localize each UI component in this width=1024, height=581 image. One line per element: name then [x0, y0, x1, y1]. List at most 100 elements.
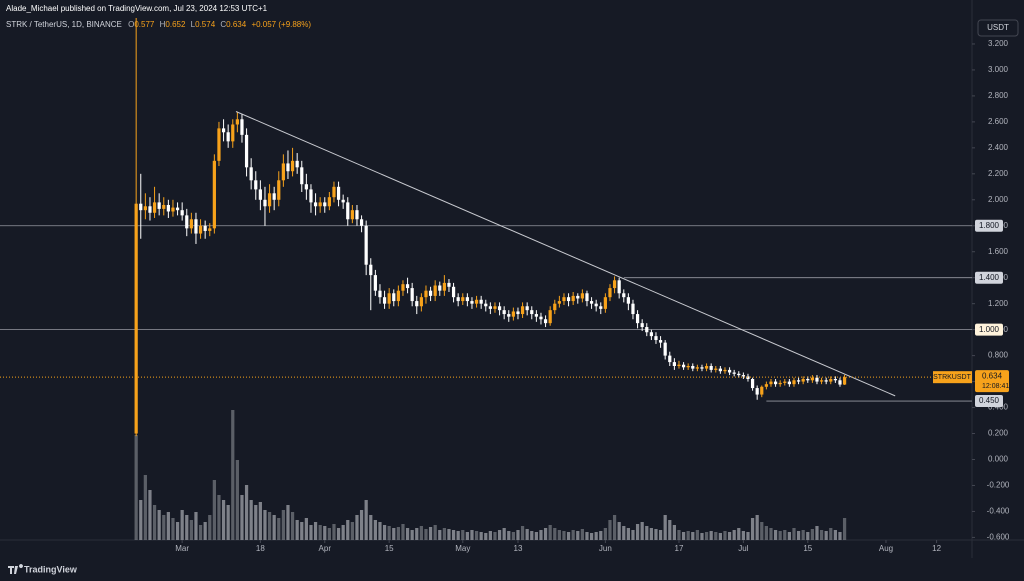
x-tick-label: 15 [385, 544, 394, 553]
volume-bar [543, 528, 548, 540]
y-tick-label: 2.200 [988, 169, 1009, 178]
volume-bar [433, 525, 437, 540]
volume-bar [631, 530, 635, 540]
candle-body [332, 186, 336, 198]
candle-body [695, 367, 699, 369]
candle-body [566, 297, 571, 302]
candle-body [750, 378, 755, 389]
symbol-tag [933, 371, 972, 384]
volume-bar [447, 529, 451, 540]
ohlc-value: 0.652 [165, 20, 186, 29]
volume-bar [594, 532, 598, 540]
candle-body [254, 180, 258, 190]
candle-body [796, 380, 801, 382]
volume-bar [677, 530, 681, 540]
candle-body [143, 206, 147, 211]
candle-body [350, 210, 354, 220]
candle-body [801, 378, 805, 382]
level-label: 1.000 [979, 325, 1000, 334]
volume-bar [428, 527, 433, 540]
volume-bar [612, 515, 617, 540]
candle-body [631, 303, 635, 315]
volume-bar [783, 530, 787, 540]
volume-bar [585, 532, 589, 540]
volume-bar [778, 531, 782, 540]
candle-body [815, 377, 819, 382]
volume-bar [750, 518, 755, 540]
candle-body [787, 381, 791, 385]
ohlc-value: 0.577 [134, 20, 155, 29]
volume-bar [401, 524, 405, 540]
candle-body [405, 284, 410, 289]
volume-bar [231, 410, 235, 540]
candle-body [134, 203, 138, 434]
candle-body [562, 297, 566, 302]
candle-body [594, 303, 598, 307]
volume-bar [419, 526, 423, 540]
candle-body [704, 366, 709, 369]
volume-bar [152, 505, 157, 540]
x-tick-label: 17 [675, 544, 684, 553]
y-tick-label: -0.600 [987, 533, 1010, 542]
volume-bar [741, 531, 745, 540]
volume-bar [810, 529, 814, 540]
volume-bar [438, 530, 442, 540]
volume-bar [442, 528, 446, 540]
candle-body [300, 167, 304, 185]
volume-bar [654, 529, 658, 540]
candle-body [198, 225, 203, 234]
volume-bar [819, 530, 824, 540]
volume-bar [373, 520, 377, 540]
candle-body [553, 303, 557, 311]
ohlc-label: L [191, 20, 196, 29]
volume-bar [479, 532, 483, 540]
volume-bar [718, 533, 722, 540]
currency-button[interactable] [977, 19, 1019, 37]
volume-bar [286, 505, 290, 540]
ohlc-value: 0.634 [226, 20, 247, 29]
candle-body [645, 327, 649, 333]
volume-bar [281, 510, 285, 540]
y-tick-label: 0.800 [988, 351, 1009, 360]
candle-body [235, 119, 239, 125]
volume-bar [148, 490, 152, 540]
level-tag [975, 395, 1003, 408]
volume-bar [764, 526, 768, 540]
volume-bar [424, 529, 428, 540]
volume-bar [497, 530, 502, 540]
candle-body [364, 225, 368, 265]
currency[interactable]: USDT [987, 23, 1009, 32]
volume-bar [378, 522, 382, 540]
candle-body [548, 310, 552, 324]
candle-body [175, 207, 180, 211]
candle-body [424, 290, 428, 298]
candle-body [323, 202, 327, 207]
candle-body [576, 295, 580, 299]
candle-body [709, 366, 713, 370]
level-tag [975, 323, 1003, 336]
plot [0, 18, 972, 540]
candle-body [139, 203, 143, 211]
volume-bar [451, 530, 456, 540]
candle-body [608, 288, 612, 298]
volume-bar [226, 505, 230, 540]
volume-bar [755, 515, 759, 540]
volume-bar [332, 524, 336, 540]
volume-bar [714, 532, 718, 540]
candle-body [474, 299, 479, 304]
y-tick-label: 0.000 [988, 455, 1009, 464]
volume-bar [350, 522, 354, 540]
candle-body [838, 380, 842, 385]
candle-body [318, 202, 322, 207]
volume-bar [382, 525, 387, 540]
candle-body [479, 299, 483, 304]
level-label: 1.400 [979, 273, 1000, 282]
brand-logo [8, 564, 23, 574]
candle-body [626, 297, 630, 304]
volume-bar [769, 528, 773, 540]
volume-bar [405, 528, 410, 540]
candle-body [589, 301, 594, 304]
candle-body [525, 306, 529, 311]
volume-bar [194, 512, 198, 540]
volume-bar [520, 526, 525, 540]
